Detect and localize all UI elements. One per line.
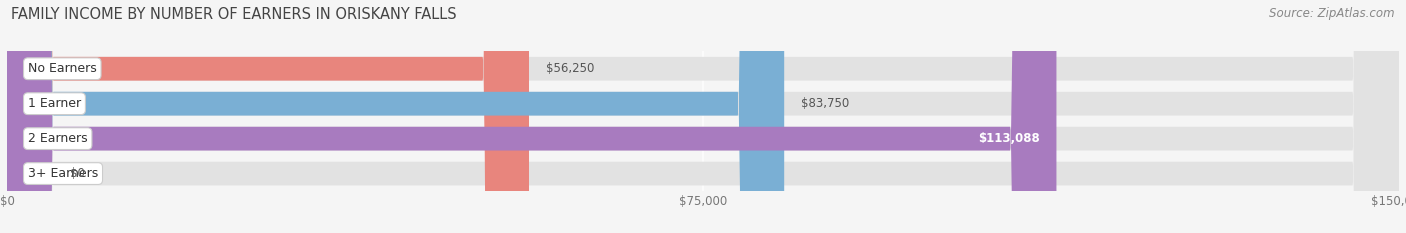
Text: Source: ZipAtlas.com: Source: ZipAtlas.com	[1270, 7, 1395, 20]
Text: 1 Earner: 1 Earner	[28, 97, 82, 110]
Text: $113,088: $113,088	[979, 132, 1040, 145]
FancyBboxPatch shape	[7, 0, 529, 233]
FancyBboxPatch shape	[7, 0, 1399, 233]
Text: FAMILY INCOME BY NUMBER OF EARNERS IN ORISKANY FALLS: FAMILY INCOME BY NUMBER OF EARNERS IN OR…	[11, 7, 457, 22]
FancyBboxPatch shape	[7, 0, 1399, 233]
FancyBboxPatch shape	[7, 0, 1399, 233]
Text: No Earners: No Earners	[28, 62, 97, 75]
Text: 2 Earners: 2 Earners	[28, 132, 87, 145]
Text: $0: $0	[70, 167, 84, 180]
Text: $83,750: $83,750	[801, 97, 849, 110]
FancyBboxPatch shape	[7, 0, 785, 233]
FancyBboxPatch shape	[7, 0, 1399, 233]
Text: $56,250: $56,250	[546, 62, 595, 75]
Text: 3+ Earners: 3+ Earners	[28, 167, 98, 180]
FancyBboxPatch shape	[7, 0, 1056, 233]
